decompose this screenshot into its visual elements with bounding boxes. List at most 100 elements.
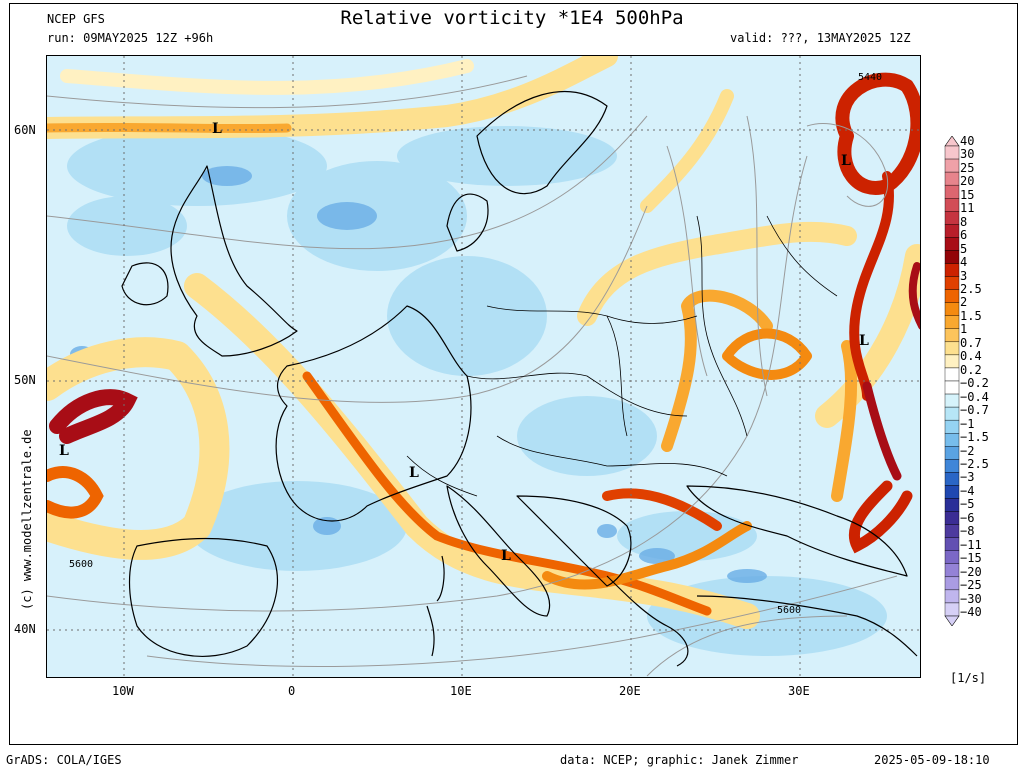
colorbar-swatch (944, 393, 960, 408)
low-marker: L (841, 153, 851, 169)
colorbar-min-arrow (944, 615, 960, 626)
coastlines (121, 91, 918, 667)
colorbar-tick-label: −40 (960, 605, 982, 619)
colorbar-swatch (944, 315, 960, 329)
colorbar-tick-label: −8 (960, 524, 975, 539)
positive-vorticity-bands (47, 56, 920, 629)
colorbar-tick-label: 4 (960, 255, 968, 270)
colorbar-swatch (944, 354, 960, 369)
colorbar-tick-label: 25 (960, 160, 975, 175)
negative-vorticity-areas (67, 126, 887, 656)
colorbar-swatch (944, 485, 960, 499)
model-source: NCEP GFS (47, 12, 105, 26)
colorbar-tick-label: 8 (960, 214, 968, 229)
colorbar-tick-label: −1 (960, 416, 975, 431)
colorbar-swatch (944, 550, 960, 564)
colorbar-tick-label: −0.7 (960, 403, 989, 418)
colorbar-tick-label: 40 (960, 134, 975, 148)
colorbar-tick-label: −2 (960, 443, 975, 458)
colorbar-swatch (944, 419, 960, 434)
colorbar-tick-label: 5 (960, 241, 968, 256)
colorbar-swatch (944, 589, 960, 604)
colorbar-tick-label: 2.5 (960, 282, 982, 297)
contour-label-5600: 5600 (69, 559, 94, 570)
colorbar-swatch (944, 446, 960, 460)
colorbar-swatch (944, 537, 960, 551)
colorbar-swatch (944, 328, 960, 343)
footer-credit-data: data: NCEP; graphic: Janek Zimmer (560, 753, 799, 767)
graticule (47, 56, 920, 677)
lat-label-50n: 50N (14, 373, 36, 387)
low-marker: L (859, 333, 869, 349)
colorbar-tick-label: −25 (960, 578, 982, 593)
colorbar-tick-label: −3 (960, 470, 975, 485)
colorbar-max-arrow (944, 136, 960, 147)
colorbar-swatch (944, 289, 960, 303)
colorbar-tick-label: 30 (960, 147, 975, 162)
colorbar-swatch (944, 498, 960, 512)
colorbar-swatch (944, 472, 960, 486)
colorbar-swatch (944, 171, 960, 186)
footer-timestamp: 2025-05-09-18:10 (874, 753, 990, 767)
colorbar-swatch (944, 406, 960, 421)
low-marker: L (409, 465, 419, 481)
colorbar-swatch (944, 511, 960, 525)
colorbar-tick-label: 0.7 (960, 335, 982, 350)
colorbar-tick-label: 20 (960, 174, 975, 189)
colorbar (944, 136, 960, 626)
colorbar-swatch (944, 380, 960, 395)
colorbar-swatch (944, 184, 960, 199)
colorbar-tick-label: 6 (960, 228, 968, 243)
colorbar-swatch (944, 341, 960, 356)
geopotential-contours (47, 75, 898, 677)
colorbar-swatch (944, 250, 960, 264)
colorbar-tick-label: −2.5 (960, 456, 989, 471)
units-label: [1/s] (950, 671, 987, 685)
map-field (47, 56, 920, 677)
colorbar-swatch (944, 524, 960, 538)
colorbar-swatch (944, 145, 960, 160)
valid-time: valid: ???, 13MAY2025 12Z (730, 31, 911, 45)
colorbar-swatch (944, 367, 960, 382)
colorbar-swatch (944, 302, 960, 316)
lon-label-20e: 20E (619, 684, 641, 698)
colorbar-swatch (944, 433, 960, 447)
contour-label-5600: 5600 (777, 605, 802, 616)
chart-title: Relative vorticity *1E4 500hPa (340, 7, 684, 29)
low-marker: L (212, 121, 222, 137)
colorbar-tick-label: 3 (960, 268, 968, 283)
colorbar-swatch (944, 276, 960, 290)
lat-label-60n: 60N (14, 123, 36, 137)
vorticity-map: 5440 5600 5600 L L L L L L (46, 55, 921, 678)
lat-label-40n: 40N (14, 622, 36, 636)
colorbar-swatch (944, 211, 960, 225)
colorbar-swatch (944, 237, 960, 251)
colorbar-swatch (944, 459, 960, 473)
contour-label-5440: 5440 (858, 72, 883, 83)
colorbar-tick-label: −30 (960, 591, 982, 606)
colorbar-tick-label: −11 (960, 537, 982, 552)
colorbar-swatch (944, 198, 960, 212)
lon-label-10e: 10E (450, 684, 472, 698)
colorbar-swatch (944, 563, 960, 578)
colorbar-tick-label: −15 (960, 551, 982, 566)
colorbar-tick-label: 0.2 (960, 362, 982, 377)
colorbar-tick-label: 11 (960, 201, 975, 216)
plot-frame (9, 3, 1018, 745)
colorbar-swatch (944, 576, 960, 591)
colorbar-tick-label: 15 (960, 187, 975, 202)
colorbar-tick-label: 1 (960, 322, 968, 337)
country-borders (406, 215, 838, 497)
low-marker: L (501, 548, 511, 564)
colorbar-tick-label: −6 (960, 510, 975, 525)
lon-label-0: 0 (288, 684, 296, 698)
colorbar-swatch (944, 158, 960, 173)
colorbar-swatch (944, 602, 960, 617)
colorbar-tick-label: 2 (960, 295, 968, 310)
colorbar-tick-label: −0.4 (960, 389, 989, 404)
colorbar-swatch (944, 224, 960, 238)
colorbar-tick-label: −20 (960, 564, 982, 579)
colorbar-tick-label: −0.2 (960, 376, 989, 391)
colorbar-tick-label: −1.5 (960, 430, 989, 445)
colorbar-tick-label: −5 (960, 497, 975, 512)
